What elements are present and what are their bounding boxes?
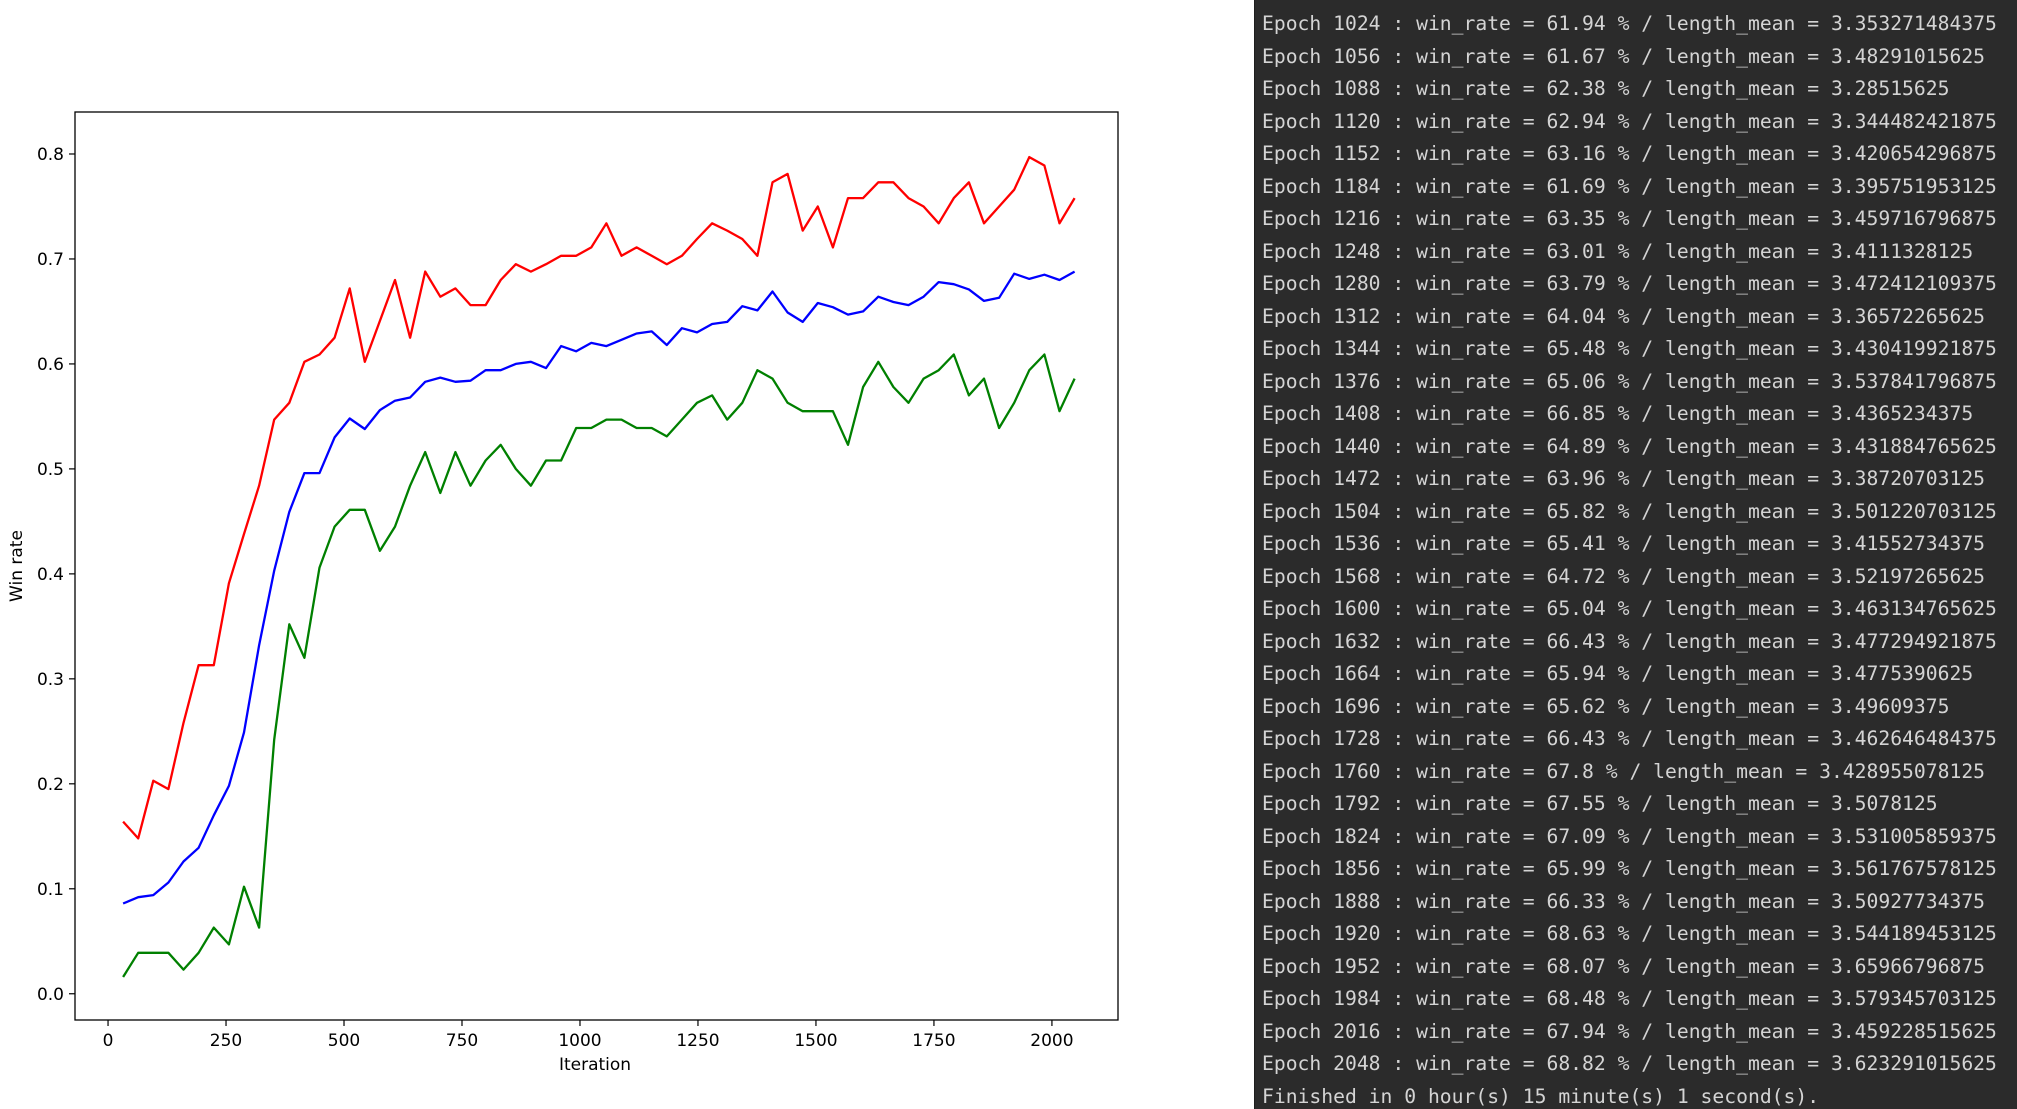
log-line: Epoch 1600 : win_rate = 65.04 % / length… [1262,597,1997,620]
x-axis-label: Iteration [559,1055,631,1075]
log-line: Epoch 1984 : win_rate = 68.48 % / length… [1262,987,1997,1010]
log-line: Epoch 1888 : win_rate = 66.33 % / length… [1262,889,1986,913]
series-layer [122,155,1076,978]
log-line: Epoch 1536 : win_rate = 65.41 % / length… [1262,532,1986,555]
x-tick-label: 1250 [676,1031,719,1051]
y-axis-label: Win rate [7,530,27,602]
y-tick-label: 0.7 [37,250,64,270]
log-line: Epoch 2048 : win_rate = 68.82 % / length… [1262,1052,1997,1075]
y-tick-label: 0.8 [37,145,64,165]
log-line: Epoch 1760 : win_rate = 67.8 % / length_… [1262,759,1986,783]
log-line: Epoch 1440 : win_rate = 64.89 % / length… [1262,434,1997,458]
training-log-terminal[interactable]: Epoch 1024 : win_rate = 61.94 % / length… [1254,0,2017,1109]
y-tick-label: 0.3 [37,670,64,690]
log-line: Epoch 1056 : win_rate = 61.67 % / length… [1262,44,1986,68]
x-tick-label: 1000 [558,1031,601,1051]
log-line: Epoch 1376 : win_rate = 65.06 % / length… [1262,369,1997,393]
log-line: Epoch 1024 : win_rate = 61.94 % / length… [1262,12,1997,35]
log-line: Epoch 1920 : win_rate = 68.63 % / length… [1262,922,1997,945]
log-line: Epoch 1856 : win_rate = 65.99 % / length… [1262,857,1997,880]
log-line: Epoch 1504 : win_rate = 65.82 % / length… [1262,499,1997,523]
plot-panel: 0 250 500 750 1000 1250 1500 1750 2000 0.0 0.1 0.2… [0,0,1254,1109]
log-line: Epoch 1728 : win_rate = 66.43 % / length… [1262,727,1997,750]
log-line: Epoch 1632 : win_rate = 66.43 % / length… [1262,629,1997,653]
log-line: Epoch 1408 : win_rate = 66.85 % / length… [1262,402,1974,425]
log-finished-line: Finished in 0 hour(s) 15 minute(s) 1 sec… [1262,1084,1820,1108]
x-tick-label: 1500 [794,1031,837,1051]
x-tick-label: 1750 [912,1031,955,1051]
x-tick-label: 750 [446,1031,478,1051]
log-line: Epoch 1568 : win_rate = 64.72 % / length… [1262,564,1986,588]
log-line: Epoch 1216 : win_rate = 63.35 % / length… [1262,207,1997,230]
blue-win-rate-line [122,270,1076,905]
log-line: Epoch 1248 : win_rate = 63.01 % / length… [1262,239,1974,263]
green-win-rate-line [122,353,1076,978]
log-line: Epoch 1952 : win_rate = 68.07 % / length… [1262,954,1986,978]
log-line: Epoch 1088 : win_rate = 62.38 % / length… [1262,77,1950,100]
log-line: Epoch 1792 : win_rate = 67.55 % / length… [1262,792,1938,815]
axes-frame [74,111,1119,1021]
log-line: Epoch 1472 : win_rate = 63.96 % / length… [1262,467,1986,490]
log-line: Epoch 1184 : win_rate = 61.69 % / length… [1262,174,1997,198]
y-tick-label: 0.1 [37,880,64,900]
log-line: Epoch 1280 : win_rate = 63.79 % / length… [1262,272,1997,295]
x-axis-ticks: 0 250 500 750 1000 1250 1500 1750 2000 [103,1020,1074,1051]
y-tick-label: 0.6 [37,355,64,375]
y-tick-label: 0.2 [37,775,64,795]
log-line: Epoch 1152 : win_rate = 63.16 % / length… [1262,142,1997,165]
log-line: Epoch 1120 : win_rate = 62.94 % / length… [1262,109,1997,133]
y-tick-label: 0.4 [37,565,64,585]
x-tick-label: 250 [210,1031,242,1051]
x-tick-label: 2000 [1030,1031,1073,1051]
log-line: Epoch 1664 : win_rate = 65.94 % / length… [1262,662,1974,685]
log-line: Epoch 2016 : win_rate = 67.94 % / length… [1262,1019,1997,1043]
win-rate-chart: 0 250 500 750 1000 1250 1500 1750 2000 0.0 0.1 0.2… [0,0,1254,1109]
log-line: Epoch 1696 : win_rate = 65.62 % / length… [1262,694,1950,718]
y-tick-label: 0.5 [37,460,64,480]
x-tick-label: 500 [328,1031,360,1051]
red-win-rate-line [122,155,1076,840]
chart-background [0,0,1254,1109]
y-tick-label: 0.0 [37,985,64,1005]
log-line: Epoch 1312 : win_rate = 64.04 % / length… [1262,304,1986,328]
log-line: Epoch 1824 : win_rate = 67.09 % / length… [1262,824,1997,848]
y-axis-ticks: 0.0 0.1 0.2 0.3 0.4 0.5 0.6 0.7 0.8 [37,145,75,1005]
x-tick-label: 0 [103,1031,114,1051]
log-line: Epoch 1344 : win_rate = 65.48 % / length… [1262,337,1997,360]
